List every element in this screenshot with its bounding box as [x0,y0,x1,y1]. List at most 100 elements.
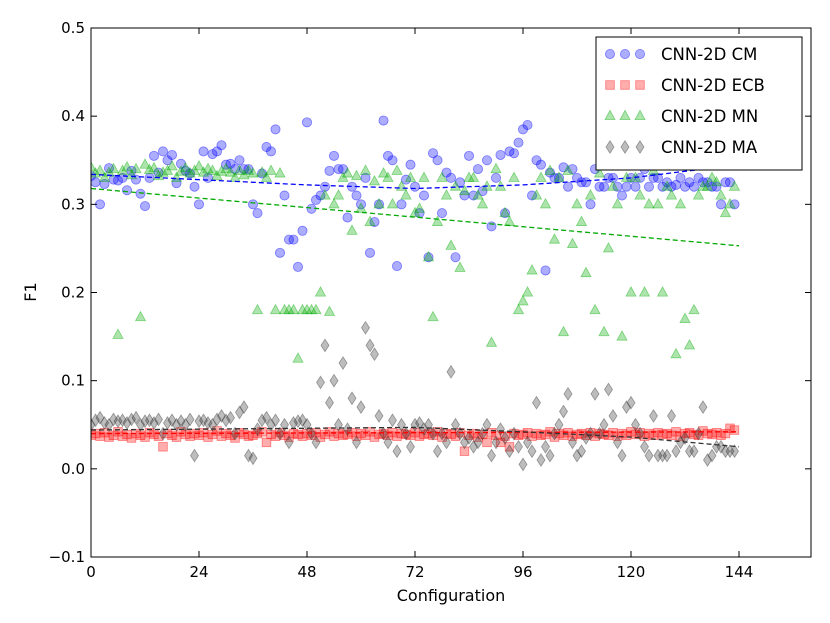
data-point [292,352,304,363]
data-point [562,164,574,175]
data-point [541,439,550,454]
data-point [122,185,133,196]
data-point [577,444,586,459]
data-point [476,197,489,209]
data-point [118,413,127,428]
data-point [405,159,416,170]
data-point [665,189,678,200]
data-point [360,430,371,441]
data-point [278,303,291,315]
data-point [253,422,262,437]
data-point [684,427,695,438]
data-point [721,444,730,459]
data-point [436,208,447,219]
legend-item-cnn-2d-ma: CNN-2D MA [605,138,758,157]
data-point [558,430,569,441]
data-point [108,430,119,441]
data-point [662,448,672,463]
data-point [319,189,331,200]
data-point [620,171,633,182]
data-point [477,186,488,197]
data-point [544,164,556,175]
data-point [220,162,232,174]
data-point [485,336,498,347]
data-point [180,165,191,176]
data-point [95,410,105,425]
data-point [409,181,420,192]
data-point [374,429,384,440]
data-point [446,364,456,379]
data-point [697,180,709,191]
data-point [310,303,322,315]
data-point [374,408,384,423]
data-point [599,429,609,440]
data-point [109,412,118,427]
data-point [608,172,619,183]
data-point [296,303,309,315]
data-point [433,444,442,459]
data-point [217,408,226,423]
data-point [657,181,668,192]
data-point [559,404,568,419]
data-point [329,431,339,441]
data-point [221,413,231,428]
data-point [612,181,623,192]
data-point [203,432,213,442]
data-point [725,423,735,433]
trend-lines [91,164,740,448]
data-point [684,177,695,188]
data-point [100,416,109,430]
data-point [413,202,426,213]
data-point [284,435,294,450]
trend-line-cnn-2d-ma [91,426,740,448]
data-point [698,426,708,436]
data-point [355,202,367,213]
data-point [415,416,424,430]
data-point [431,215,444,226]
data-point [99,179,110,190]
data-point [414,431,425,441]
legend-box [595,36,803,171]
data-point [216,431,227,441]
data-point [531,155,542,166]
data-point [319,181,330,192]
data-point [557,325,570,337]
y-tick-label: 0.3 [61,195,85,213]
data-point [707,181,718,192]
y-axis-label: F1 [21,282,40,301]
y-tick-label: 0.5 [61,19,85,37]
data-point [176,414,186,429]
data-point [396,428,407,439]
data-point [262,410,271,425]
legend-marker [620,80,630,90]
data-point [527,444,537,459]
data-point [225,430,236,441]
data-point [198,146,209,157]
data-point [135,430,146,441]
legend-label: CNN-2D ECB [661,76,765,95]
data-point [157,146,168,157]
data-point [333,164,344,175]
data-point [166,159,178,171]
data-point [683,338,696,350]
data-point [532,395,541,410]
data-point [176,427,186,437]
data-point [158,442,168,452]
data-point [283,234,294,245]
data-point [450,431,461,441]
data-point [593,167,606,178]
data-point [422,250,435,262]
data-point [140,414,150,429]
data-point [729,425,740,435]
data-point [320,429,330,440]
legend-item-cnn-2d-ecb: CNN-2D ECB [605,76,765,95]
data-point [719,206,732,218]
data-point [117,431,128,441]
data-point [594,428,605,439]
data-point [436,171,448,182]
data-point [607,180,619,191]
data-point [315,432,326,442]
data-point [203,416,213,430]
data-point [680,428,690,439]
x-tick-label: 48 [297,563,316,581]
